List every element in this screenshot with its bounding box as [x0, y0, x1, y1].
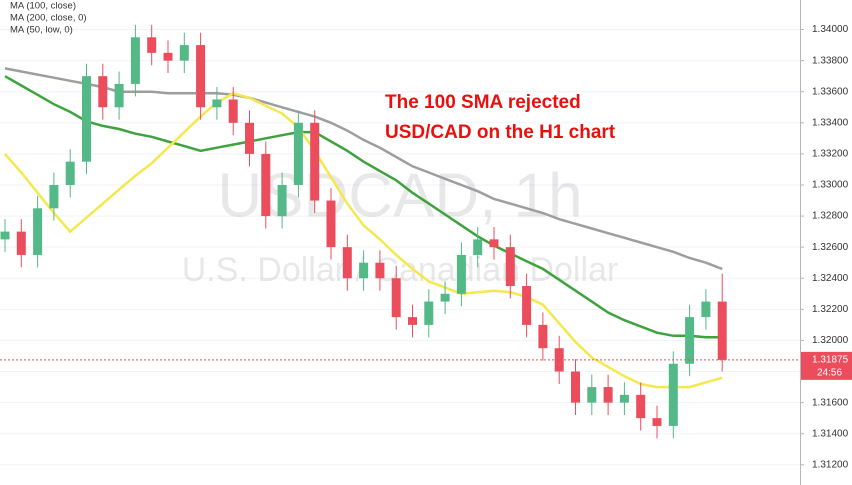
candle-body [440, 293, 450, 302]
price-tag: 1.31875 24:56 [0, 351, 852, 380]
legend-entry: MA (200, close, 0) [10, 13, 87, 24]
candle-body [163, 52, 173, 61]
candle-body [98, 76, 108, 108]
last-price-tag [801, 351, 852, 380]
candle-body [375, 262, 385, 279]
annotation: USD/CAD on the H1 chart [385, 122, 616, 143]
candle-body [277, 184, 287, 217]
candle-body [310, 122, 320, 201]
candle-body [603, 387, 613, 403]
y-tick-label: 1.33800 [812, 55, 849, 66]
candle-body [82, 76, 91, 162]
candle-body [538, 324, 548, 349]
countdown-label: 24:56 [817, 368, 842, 379]
ma-line [4, 75, 723, 339]
legend-entry: MA (100, close) [10, 1, 76, 12]
candle-body [619, 394, 629, 403]
candle-body [33, 208, 43, 255]
candle-body [668, 363, 678, 426]
candle-body [114, 83, 124, 108]
candle-body [408, 317, 417, 325]
y-tick-label: 1.31600 [812, 397, 849, 408]
ma-line [4, 67, 723, 271]
y-tick-label: 1.32800 [812, 211, 849, 222]
candle-body [391, 278, 401, 318]
candle-body [65, 161, 75, 185]
candle-body [424, 301, 434, 325]
last-price-label: 1.31875 [812, 355, 849, 366]
y-tick-label: 1.31200 [812, 459, 849, 470]
candle-body [571, 371, 580, 403]
y-tick-label: 1.32400 [812, 273, 849, 284]
y-tick-label: 1.33200 [812, 149, 849, 160]
candle-body [522, 286, 532, 325]
y-tick-label: 1.33000 [812, 180, 849, 191]
y-tick-label: 1.33600 [812, 86, 849, 97]
candle-body [587, 387, 597, 403]
annotation: The 100 SMA rejected [385, 92, 581, 113]
candle-body [16, 231, 26, 255]
candle-body [196, 45, 206, 108]
price-axis: 1.312001.314001.316001.318001.320001.322… [800, 24, 849, 470]
ma-line [4, 91, 723, 389]
y-tick-label: 1.34000 [812, 24, 849, 35]
candle-body [554, 348, 564, 372]
candle-body [326, 200, 336, 248]
y-tick-label: 1.32000 [812, 335, 849, 346]
legend: MA (100, close)MA (200, close, 0)MA (50,… [10, 1, 87, 36]
y-tick-label: 1.31400 [812, 428, 849, 439]
candle-body [49, 184, 59, 209]
candle-body [685, 317, 695, 364]
candle-body [652, 418, 662, 426]
y-tick-label: 1.32600 [812, 242, 849, 253]
candle-body [359, 262, 369, 279]
candle-body [505, 247, 515, 287]
candle-body [0, 231, 10, 240]
candle-body [261, 153, 271, 217]
candle-body [342, 247, 352, 279]
candle-body [179, 45, 189, 61]
candle-body [212, 99, 222, 108]
y-tick-label: 1.33400 [812, 117, 849, 128]
candle-body [147, 37, 157, 53]
watermark-title: USDCAD, 1h [217, 161, 582, 230]
candle-body [293, 122, 303, 185]
candle-body [489, 239, 499, 248]
candle-body [701, 301, 711, 318]
candle-body [245, 122, 254, 154]
candle-body [456, 254, 466, 294]
candle-body [473, 239, 483, 255]
y-tick-label: 1.32200 [812, 304, 849, 315]
plot [0, 24, 727, 439]
candle-body [717, 301, 727, 360]
legend-entry: MA (50, low, 0) [10, 25, 73, 36]
candle-body [228, 99, 238, 123]
candle-body [130, 37, 140, 84]
candle-body [636, 394, 646, 419]
